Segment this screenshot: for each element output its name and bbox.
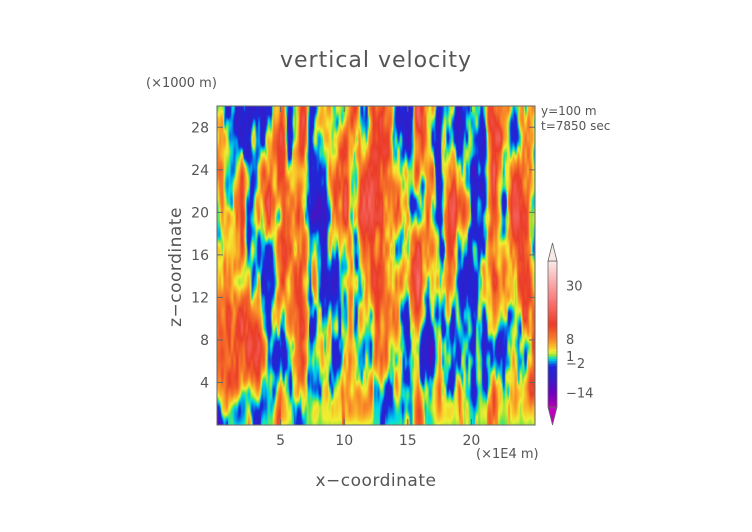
plot-frame <box>216 105 536 426</box>
colorbar-segment <box>548 265 557 269</box>
colorbar-segment <box>548 270 557 274</box>
colorbar-segment <box>548 387 557 391</box>
colorbar-segment <box>548 358 557 362</box>
colorbar-segment <box>548 402 557 406</box>
colorbar-segment <box>548 273 557 277</box>
y-tick-label: 16 <box>191 248 209 264</box>
colorbar-lower-triangle <box>547 406 558 426</box>
colorbar-segment <box>548 360 557 364</box>
y-tick-label: 24 <box>191 163 209 179</box>
x-tick-label: 15 <box>399 433 417 449</box>
colorbar-segment <box>548 380 557 384</box>
colorbar-segment <box>548 304 557 308</box>
colorbar-segment <box>548 382 557 386</box>
colorbar-segment <box>548 348 557 352</box>
colorbar-segment <box>548 336 557 340</box>
colorbar-segment <box>548 343 557 347</box>
colorbar-segment <box>548 368 557 371</box>
colorbar-segment <box>548 394 557 398</box>
annotation-y-position: y=100 m <box>541 104 597 118</box>
x-tick-label: 20 <box>462 433 480 449</box>
colorbar-segment <box>548 302 557 306</box>
colorbar-segment <box>548 287 557 291</box>
colorbar-segment <box>548 326 557 330</box>
colorbar-tick-label: −2 <box>566 357 585 372</box>
colorbar-segment <box>548 282 557 286</box>
y-tick-label: 4 <box>200 375 209 391</box>
colorbar-segment <box>548 385 557 389</box>
colorbar-segment <box>548 285 557 289</box>
colorbar-segment <box>548 329 557 333</box>
x-tick-label: 10 <box>335 433 353 449</box>
colorbar-segment <box>548 370 557 374</box>
colorbar-segment <box>548 341 557 345</box>
colorbar-segment <box>548 365 557 369</box>
colorbar-tick-label: 8 <box>566 333 574 348</box>
colorbar-segment <box>548 355 557 359</box>
colorbar-segment <box>548 295 557 298</box>
colorbar-segment <box>548 353 557 357</box>
colorbar-segment <box>548 321 557 325</box>
colorbar-tick-label: 1 <box>566 350 574 365</box>
colorbar-segment <box>548 309 557 313</box>
colorbar-segment <box>548 324 557 328</box>
y-tick-label: 12 <box>191 290 209 306</box>
colorbar-segment <box>548 375 557 379</box>
colorbar-tick-label: 30 <box>566 279 583 294</box>
colorbar-segment <box>548 397 557 401</box>
x-unit-label: (×1E4 m) <box>476 447 539 462</box>
colorbar-segment <box>548 292 557 296</box>
colorbar-segment <box>548 261 557 264</box>
annotation-time: t=7850 sec <box>541 119 611 133</box>
colorbar-upper-triangle <box>547 242 558 262</box>
y-tick-label: 20 <box>191 205 209 221</box>
colorbar-segment <box>548 399 557 403</box>
y-tick-label: 8 <box>200 333 209 349</box>
x-tick-label: 5 <box>276 433 285 449</box>
colorbar-segment <box>548 363 557 367</box>
colorbar-segment <box>548 338 557 342</box>
colorbar-segment <box>548 278 557 281</box>
colorbar-tick-label: −14 <box>566 386 593 401</box>
colorbar-segment <box>548 319 557 323</box>
colorbar-segment <box>548 275 557 279</box>
colorbar-segment <box>548 314 557 318</box>
colorbar-segment <box>548 297 557 301</box>
colorbar-segment <box>548 346 557 350</box>
velocity-field-heatmap <box>217 106 535 425</box>
colorbar-segment <box>548 316 557 320</box>
colorbar-segment <box>548 372 557 376</box>
colorbar-segment <box>548 392 557 396</box>
colorbar-segment <box>548 312 557 316</box>
colorbar-segment <box>548 263 557 267</box>
colorbar-segment <box>548 334 557 337</box>
colorbar-segment <box>548 331 557 335</box>
colorbar-segment <box>548 389 557 393</box>
y-unit-label: (×1000 m) <box>146 76 217 91</box>
colorbar-segment <box>548 290 557 294</box>
colorbar-segment <box>548 351 557 354</box>
colorbar-segment <box>548 377 557 381</box>
colorbar-segment <box>548 404 557 408</box>
x-axis-label: x−coordinate <box>315 471 437 491</box>
colorbar-segment <box>548 299 557 303</box>
chart-title: vertical velocity <box>279 48 472 73</box>
colorbar-segment <box>548 268 557 272</box>
colorbar-segment <box>548 280 557 284</box>
colorbar-segment <box>548 307 557 311</box>
y-tick-label: 28 <box>191 120 209 136</box>
